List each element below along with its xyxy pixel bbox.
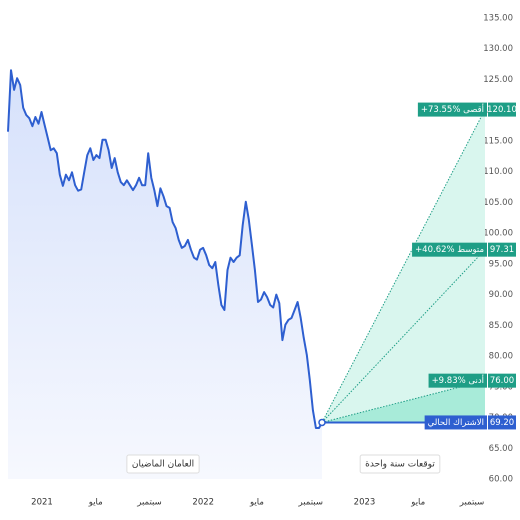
- label-box: [412, 242, 487, 257]
- x-tick-label: سبتمبر: [459, 498, 484, 508]
- y-tick-label: 95.00: [489, 259, 513, 269]
- y-tick-label: 100.00: [483, 229, 513, 239]
- value-box: [488, 415, 516, 430]
- x-tick-label: سبتمبر: [298, 498, 323, 508]
- y-tick-label: 115.00: [483, 136, 513, 146]
- value-box: [488, 373, 516, 388]
- y-tick-label: 135.00: [483, 14, 513, 24]
- x-tick-label: مايو: [249, 498, 264, 508]
- x-tick-label: 2021: [31, 498, 53, 508]
- value-label: 97.31: [490, 245, 514, 255]
- forecast-line: [321, 380, 486, 423]
- area: [8, 70, 322, 479]
- y-tick-label: 105.00: [483, 198, 513, 208]
- y-tick-label: 65.00: [489, 444, 513, 454]
- forecast-label: +73.55% أقصى: [421, 103, 484, 115]
- forecast-label: +40.62% متوسط: [415, 245, 484, 255]
- value-label: 76.00: [490, 376, 514, 386]
- label-box: [424, 415, 487, 430]
- label-box: [417, 102, 487, 117]
- x-tick-label: مايو: [88, 498, 103, 508]
- y-tick-label: 130.00: [483, 44, 513, 54]
- y-tick-label: 80.00: [489, 352, 513, 362]
- price-line: [7, 69, 323, 429]
- forecast-label: الاشتراك الحالي: [428, 418, 484, 428]
- y-tick-label: 90.00: [489, 290, 513, 300]
- value-label: 120.10: [487, 105, 517, 115]
- forecast-line: [321, 249, 486, 423]
- x-tick-label: سبتمبر: [136, 498, 161, 508]
- value-label: 69.20: [490, 418, 514, 428]
- y-tick-label: 125.00: [483, 75, 513, 85]
- period-label: توقعات سنة واحدة: [365, 460, 435, 470]
- label-box: [428, 373, 487, 388]
- period-box: [359, 454, 441, 474]
- value-box: [488, 242, 516, 257]
- x-tick-label: مايو: [410, 498, 425, 508]
- period-box: [126, 454, 200, 474]
- x-tick-label: 2022: [192, 498, 214, 508]
- value-box: [488, 102, 516, 117]
- period-label: العامان الماضيان: [132, 460, 194, 470]
- forecast-label: +9.83% أدنى: [432, 374, 484, 386]
- x-tick-label: 2023: [354, 498, 376, 508]
- current-point: [318, 418, 326, 427]
- y-tick-label: 110.00: [483, 167, 513, 177]
- y-tick-label: 85.00: [489, 321, 513, 331]
- y-tick-label: 60.00: [489, 475, 513, 485]
